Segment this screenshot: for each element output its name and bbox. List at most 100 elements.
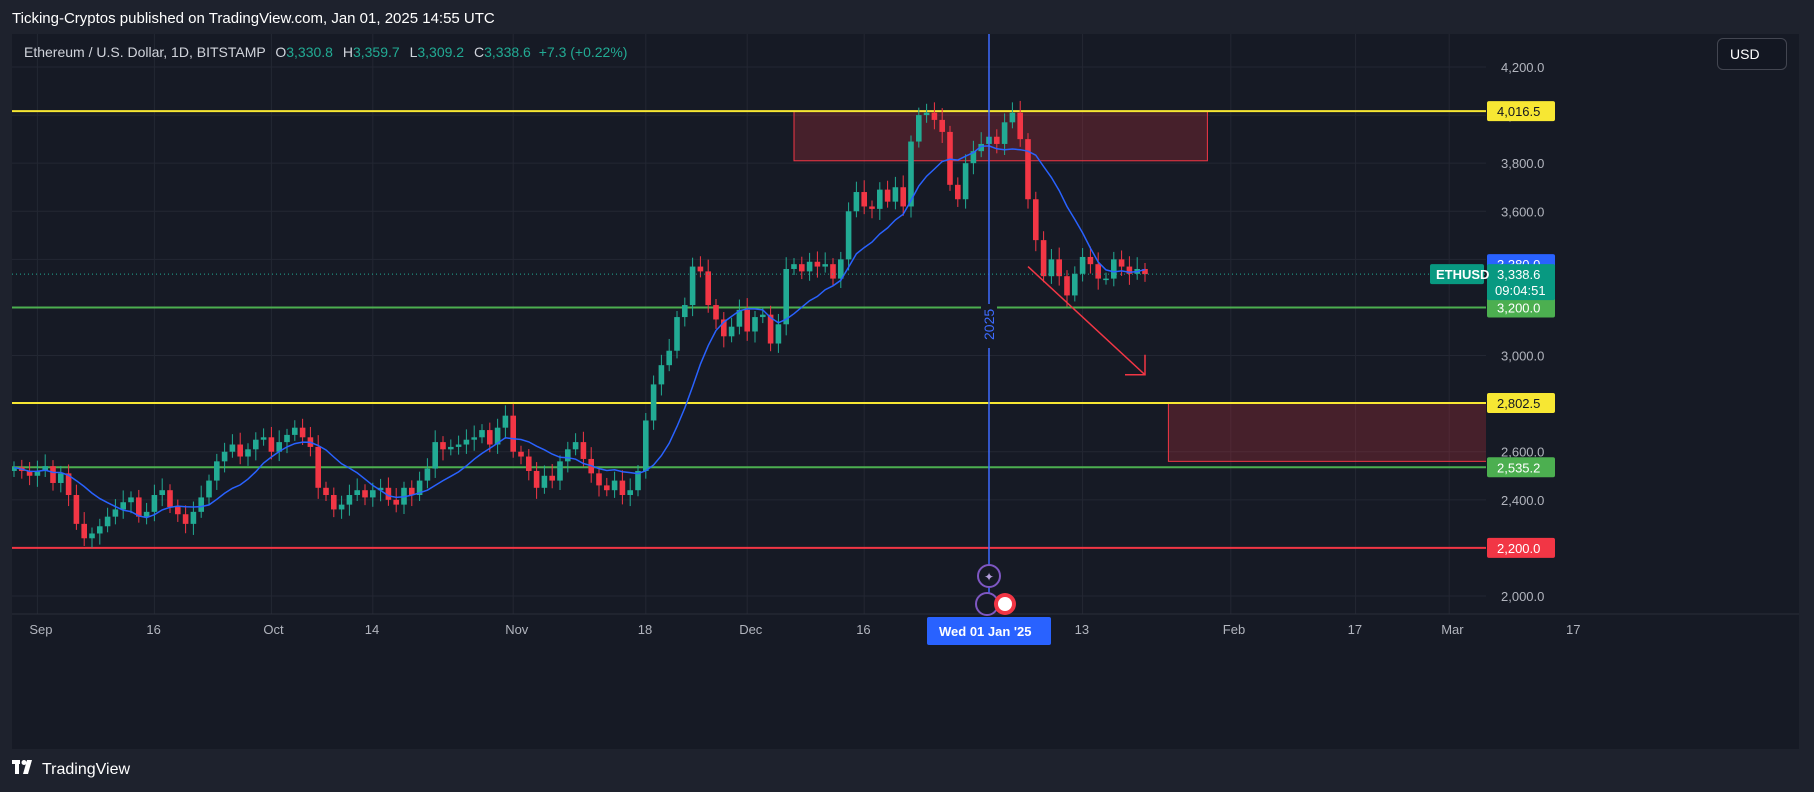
candle-body xyxy=(487,430,493,445)
candle-body xyxy=(814,261,821,267)
candle-body xyxy=(916,115,922,142)
change-value: +7.3 (+0.22%) xyxy=(538,44,628,60)
time-tick-label: 13 xyxy=(1075,622,1089,637)
candle-body xyxy=(253,439,259,450)
candle-body xyxy=(760,314,766,318)
last-price-tag-label: 3,338.6 xyxy=(1497,267,1540,282)
event-star-icon xyxy=(977,564,1001,588)
candles xyxy=(12,100,1148,548)
candle-body xyxy=(572,442,579,450)
candle-body xyxy=(549,475,555,481)
candle-body xyxy=(34,470,41,476)
currency-button[interactable]: USD xyxy=(1717,38,1787,70)
price-level-tag-label: 2,802.5 xyxy=(1497,396,1540,411)
brand-label: TradingView xyxy=(42,760,131,778)
candle-body xyxy=(752,317,758,332)
candle-body xyxy=(1017,112,1023,140)
symbol-tag-label: ETHUSD xyxy=(1436,267,1489,282)
price-level-tag-label: 2,535.2 xyxy=(1497,460,1540,475)
candle-body xyxy=(518,451,524,457)
time-tick-label: Feb xyxy=(1223,622,1245,637)
candle-body xyxy=(276,442,282,452)
candle-body xyxy=(229,444,236,452)
candle-body xyxy=(533,470,540,488)
low-value: 3,309.2 xyxy=(417,44,465,60)
candle-body xyxy=(604,485,610,491)
forecast-arrow-line xyxy=(1027,266,1146,376)
candle-body xyxy=(845,211,852,260)
candle-body xyxy=(565,449,571,462)
candle-body xyxy=(697,266,704,272)
price-tick-label: 2,600.0 xyxy=(1501,445,1544,460)
close-value: 3,338.6 xyxy=(484,44,531,60)
candle-body xyxy=(73,495,80,524)
forecast-arrow-head xyxy=(1125,354,1146,376)
open-value: 3,330.8 xyxy=(286,44,333,60)
candle-body xyxy=(385,487,392,500)
candle-body xyxy=(1056,259,1062,277)
candle-body xyxy=(838,259,844,279)
candle-body xyxy=(65,473,72,496)
candle-body xyxy=(775,324,782,344)
candle-body xyxy=(822,264,828,267)
candle-body xyxy=(939,119,945,132)
candle-body xyxy=(323,487,329,496)
candle-body xyxy=(315,446,321,488)
candle-body xyxy=(167,490,173,508)
publisher-header: Ticking-Cryptos published on TradingView… xyxy=(12,10,495,27)
candle-body xyxy=(362,490,368,498)
candle-body xyxy=(331,495,337,510)
candle-body xyxy=(689,266,696,306)
candle-body xyxy=(674,317,680,351)
candle-body xyxy=(861,192,867,207)
chart-panel[interactable]: 2025✦2,000.02,200.02,400.02,600.02,800.0… xyxy=(12,34,1799,749)
candle-body xyxy=(744,309,750,332)
candle-body xyxy=(1087,256,1094,265)
candle-body xyxy=(237,444,243,457)
time-tick-label: 17 xyxy=(1566,622,1580,637)
candle-body xyxy=(221,451,228,462)
last-price-tag xyxy=(1487,264,1555,301)
candle-body xyxy=(650,384,657,421)
candle-body xyxy=(494,427,501,445)
candle-body xyxy=(292,427,298,435)
price-level-tag xyxy=(1487,101,1555,122)
time-axis xyxy=(12,614,1799,749)
symbol-name: Ethereum / U.S. Dollar, 1D, BITSTAMP xyxy=(24,44,266,60)
candle-body xyxy=(596,473,602,486)
candle-body xyxy=(619,480,626,496)
price-level-tag xyxy=(1487,457,1555,478)
candle-body xyxy=(908,141,914,207)
tradingview-footer[interactable]: TradingView xyxy=(12,760,130,779)
time-tick-label: Sep xyxy=(29,622,52,637)
candle-body xyxy=(611,480,618,491)
candle-body xyxy=(143,511,150,517)
candle-body xyxy=(50,466,56,483)
candle-body xyxy=(962,163,969,200)
candle-body xyxy=(877,189,883,209)
candle-body xyxy=(526,456,532,471)
candle-body xyxy=(284,434,290,443)
candle-body xyxy=(783,268,789,325)
candle-body xyxy=(260,437,267,440)
candle-body xyxy=(338,504,345,510)
candle-body xyxy=(245,449,251,457)
candle-body xyxy=(666,350,672,366)
candle-body xyxy=(182,514,189,524)
candle-body xyxy=(463,439,470,445)
candle-body xyxy=(440,442,446,450)
candle-body xyxy=(424,468,431,481)
supply-demand-zone xyxy=(793,110,1208,162)
price-level-tag-label: 4,016.5 xyxy=(1497,104,1540,119)
time-tick-label: Nov xyxy=(505,622,529,637)
candle-body xyxy=(81,523,87,539)
candle-body xyxy=(502,415,509,428)
grid-lines xyxy=(12,34,1575,614)
tradingview-logo-icon xyxy=(12,760,36,779)
candle-body xyxy=(268,437,275,452)
candle-body xyxy=(479,430,485,438)
candle-body xyxy=(541,475,548,488)
price-chart[interactable]: 2025✦2,000.02,200.02,400.02,600.02,800.0… xyxy=(12,34,1799,749)
time-tick-label: 14 xyxy=(365,622,379,637)
candle-body xyxy=(1079,256,1086,274)
